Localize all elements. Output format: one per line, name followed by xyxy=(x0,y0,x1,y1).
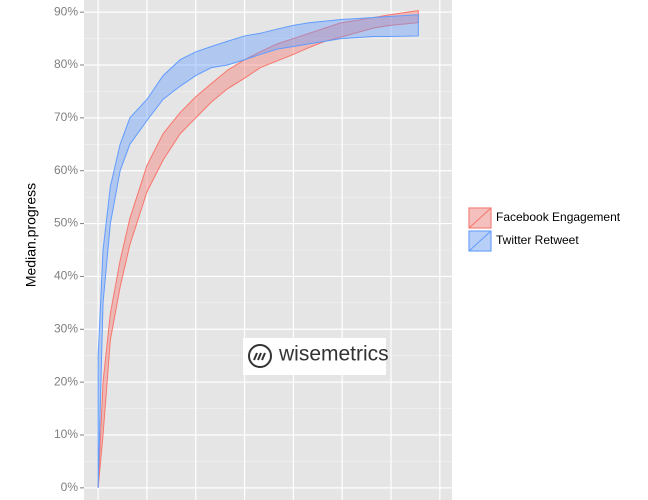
y-tick-label: 60% xyxy=(54,163,78,177)
y-tick-label: 50% xyxy=(54,216,78,230)
legend-label: Twitter Retweet xyxy=(496,233,579,247)
y-tick-label: 20% xyxy=(54,374,78,388)
legend-key-line xyxy=(468,230,492,252)
legend-key-line xyxy=(468,207,492,229)
bands xyxy=(97,9,419,488)
y-axis-title: Median.progress xyxy=(23,183,39,287)
grid xyxy=(84,0,452,500)
y-tick-label: 90% xyxy=(54,4,78,18)
y-tick-label: 80% xyxy=(54,57,78,71)
watermark-text: wisemetrics xyxy=(278,343,389,366)
y-tick-label: 10% xyxy=(54,427,78,441)
axis: 0% 10% 20% 30% 40% 50% 60% 70% 80% 90% xyxy=(54,4,84,494)
y-tick-label: 70% xyxy=(54,110,78,124)
y-tick-label: 30% xyxy=(54,321,78,335)
legend: Facebook Engagement Twitter Retweet xyxy=(468,207,621,252)
y-tick-label: 40% xyxy=(54,269,78,283)
ribbon xyxy=(97,14,419,488)
watermark-logo-marks xyxy=(253,352,266,361)
y-tick-label: 0% xyxy=(61,480,79,494)
legend-label: Facebook Engagement xyxy=(496,210,621,224)
watermark: wisemetrics xyxy=(243,338,389,375)
